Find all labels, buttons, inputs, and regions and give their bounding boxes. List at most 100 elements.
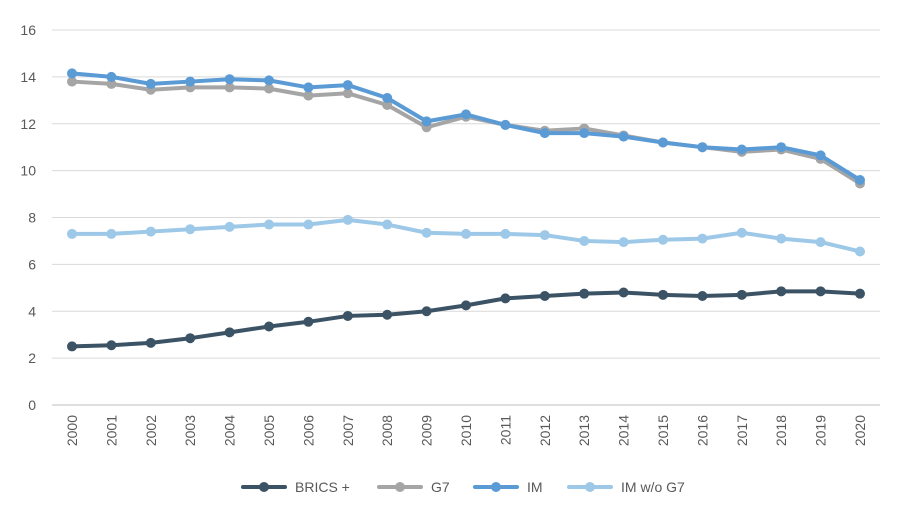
data-point (736, 289, 747, 300)
data-point (776, 286, 787, 297)
x-tick-label: 2018 (773, 415, 789, 446)
data-point (67, 228, 77, 239)
x-tick-label: 2008 (379, 415, 395, 446)
data-point (776, 233, 787, 244)
data-point (382, 219, 393, 230)
data-point (67, 341, 77, 352)
data-point (185, 224, 196, 235)
x-tick-label: 2014 (616, 415, 632, 446)
data-point (855, 175, 865, 185)
legend-label: IM (527, 479, 543, 495)
data-point (461, 228, 471, 239)
data-point (618, 287, 629, 298)
series-lines (67, 68, 865, 352)
legend-label: IM w/o G7 (621, 479, 685, 495)
data-point (815, 150, 826, 161)
data-point (579, 235, 590, 246)
data-point (264, 321, 274, 332)
legend-label: BRICS + (295, 479, 350, 495)
x-tick-label: 2019 (813, 415, 829, 446)
data-point (618, 131, 629, 142)
data-point (500, 119, 511, 130)
data-point (145, 226, 156, 237)
y-tick-label: 4 (28, 303, 36, 319)
data-point (342, 310, 353, 321)
y-tick-label: 16 (20, 22, 36, 38)
x-tick-label: 2007 (340, 415, 356, 446)
data-point (303, 219, 314, 230)
data-point (224, 327, 235, 338)
x-axis-ticks: 2000 2001 2002 2003 2004 2005 2006 2007 2008 2009… (64, 415, 868, 446)
data-point (303, 316, 314, 327)
data-point (658, 137, 668, 148)
x-tick-label: 2004 (222, 415, 238, 446)
data-point (342, 88, 353, 99)
x-tick-label: 2010 (458, 415, 474, 446)
data-point (697, 291, 708, 302)
x-tick-label: 2011 (497, 415, 513, 445)
data-point (382, 309, 393, 320)
series-im-w-o-g7 (67, 214, 865, 257)
x-tick-label: 2002 (143, 415, 159, 446)
data-point (106, 71, 117, 82)
series-line (71, 79, 862, 186)
data-point (776, 142, 787, 153)
series-im (67, 68, 865, 185)
data-point (224, 221, 235, 232)
y-tick-label: 14 (20, 69, 36, 85)
data-point (342, 214, 353, 225)
data-point (421, 306, 432, 317)
data-point (421, 227, 432, 238)
data-point (658, 234, 668, 245)
data-point (185, 333, 196, 344)
legend-marker-icon (491, 482, 501, 492)
data-point (697, 233, 708, 244)
y-axis-ticks: 0 2 4 6 8 10 12 14 16 (20, 22, 36, 413)
legend-item: G7 (377, 479, 450, 495)
data-point (106, 78, 117, 89)
data-point (224, 82, 235, 93)
data-point (67, 68, 77, 79)
data-point (303, 90, 314, 101)
data-point (224, 74, 235, 85)
data-point (736, 227, 747, 238)
data-point (539, 230, 550, 241)
data-point (539, 291, 550, 302)
x-tick-label: 2013 (576, 415, 592, 446)
data-point (461, 109, 471, 120)
x-tick-label: 2005 (261, 415, 277, 446)
data-point (815, 237, 826, 248)
x-tick-label: 2003 (182, 415, 198, 446)
x-tick-label: 2020 (852, 415, 868, 446)
y-tick-label: 12 (20, 116, 36, 132)
x-tick-label: 2016 (694, 415, 710, 446)
data-point (342, 80, 353, 91)
data-point (145, 337, 156, 348)
legend-item: IM (473, 479, 543, 495)
x-tick-label: 2015 (655, 415, 671, 446)
data-point (461, 300, 471, 311)
data-point (658, 289, 668, 300)
data-point (579, 288, 590, 299)
series-g7 (67, 76, 865, 189)
legend-marker-icon (395, 482, 405, 492)
data-point (264, 83, 274, 94)
data-point (382, 100, 393, 110)
data-point (500, 228, 511, 239)
data-point (185, 76, 196, 87)
legend-item: IM w/o G7 (567, 479, 685, 495)
x-tick-label: 2009 (419, 415, 435, 446)
y-tick-label: 6 (28, 256, 36, 272)
x-tick-label: 2012 (537, 415, 553, 446)
data-point (539, 128, 550, 139)
x-tick-label: 2017 (734, 415, 750, 446)
data-point (106, 228, 117, 239)
legend-marker-icon (259, 482, 269, 492)
data-point (145, 78, 156, 89)
legend: BRICS + G7 IM IM w/o G7 (241, 479, 685, 495)
y-tick-label: 2 (28, 350, 36, 366)
y-tick-label: 0 (28, 397, 36, 413)
data-point (264, 219, 274, 230)
data-point (855, 246, 865, 257)
